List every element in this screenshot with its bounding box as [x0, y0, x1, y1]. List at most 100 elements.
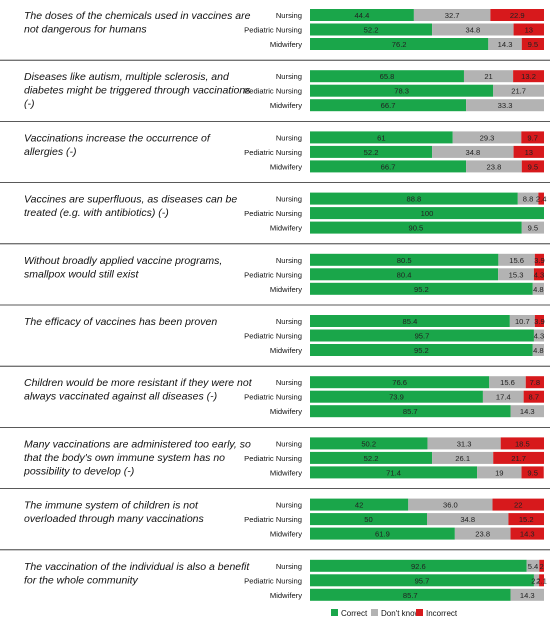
value-label: 15.2 — [519, 515, 534, 524]
bar-segment-don-t-know — [482, 390, 524, 403]
bar-segment-incorrect — [533, 268, 544, 281]
bar-segment-don-t-know — [466, 99, 544, 112]
group-label: Nursing — [276, 562, 302, 571]
bar-segment-don-t-know — [427, 513, 509, 526]
bar-segment-incorrect — [539, 574, 544, 587]
value-label: 3.9 — [534, 256, 545, 265]
bar-segment-don-t-know — [498, 268, 534, 281]
value-label: 4.8 — [533, 285, 544, 294]
value-label: 14.3 — [498, 40, 513, 49]
bar-segment-don-t-know — [517, 192, 539, 205]
group-label: Midwifery — [270, 224, 302, 233]
bar-segment-incorrect — [492, 498, 544, 511]
bar-segment-don-t-know — [532, 344, 544, 356]
value-label: 85.7 — [403, 407, 418, 416]
legend-swatch — [371, 609, 378, 616]
statement-text-line: treated (e.g. with antibiotics) (-) — [24, 207, 169, 219]
bar-segment-incorrect — [490, 9, 544, 21]
statement-text-line: diabetes might be triggered through vacc… — [24, 85, 251, 97]
group-label: Nursing — [276, 133, 302, 142]
value-label: 9.5 — [528, 224, 539, 233]
value-label: 100 — [421, 209, 434, 218]
value-label: 52.2 — [364, 454, 379, 463]
value-label: 85.7 — [403, 591, 418, 600]
value-label: 42 — [355, 501, 363, 510]
value-label: 10.7 — [515, 317, 530, 326]
statement-text-line: (-) — [24, 98, 35, 110]
value-label: 13 — [525, 26, 533, 35]
value-label: 71.4 — [386, 468, 401, 477]
statement-text-line: allergies (-) — [24, 146, 77, 158]
group-label: Midwifery — [270, 101, 302, 110]
bar-segment-correct — [310, 131, 453, 144]
bar-segment-correct — [310, 145, 433, 158]
bar-segment-correct — [310, 588, 511, 601]
group-label: Midwifery — [270, 162, 302, 171]
value-label: 34.8 — [465, 26, 480, 35]
group-label: Nursing — [276, 195, 302, 204]
value-label: 9.7 — [527, 133, 538, 142]
legend-swatch — [416, 609, 423, 616]
value-label: 85.4 — [403, 317, 418, 326]
bar-segment-incorrect — [539, 559, 544, 572]
group-label: Nursing — [276, 72, 302, 81]
bar-segment-don-t-know — [466, 160, 522, 173]
value-label: 18.5 — [515, 439, 530, 448]
group-label: Nursing — [276, 501, 302, 510]
value-label: 3.9 — [534, 317, 545, 326]
bar-segment-don-t-know — [493, 84, 544, 97]
value-label: 66.7 — [381, 101, 396, 110]
value-label: 32.7 — [445, 11, 460, 20]
value-label: 65.8 — [380, 72, 395, 81]
group-label: Pediatric Nursing — [244, 26, 302, 35]
bar-segment-correct — [310, 84, 494, 97]
bar-segment-don-t-know — [452, 131, 522, 144]
value-label: 61.9 — [375, 530, 390, 539]
bar-segment-correct — [310, 207, 544, 220]
legend-label: Correct — [341, 609, 368, 618]
group-label: Pediatric Nursing — [244, 393, 302, 402]
value-label: 88.8 — [407, 195, 422, 204]
bar-segment-don-t-know — [498, 253, 535, 266]
value-label: 13.2 — [521, 72, 536, 81]
bar-segment-correct — [310, 437, 428, 450]
legend-label: Incorrect — [426, 609, 458, 618]
value-label: 76.2 — [392, 40, 407, 49]
bar-segment-don-t-know — [463, 70, 514, 83]
bar-segment-incorrect — [525, 376, 544, 389]
value-label: 80.5 — [397, 256, 412, 265]
bar-segment-correct — [310, 574, 534, 587]
group-label: Midwifery — [270, 468, 302, 477]
bar-segment-correct — [310, 23, 433, 36]
value-label: 7.8 — [530, 378, 541, 387]
bar-segment-incorrect — [521, 466, 544, 479]
value-label: 5.4 — [528, 562, 539, 571]
value-label: 14.3 — [520, 407, 535, 416]
group-label: Pediatric Nursing — [244, 332, 302, 341]
value-label: 95.2 — [414, 346, 429, 355]
value-label: 29.3 — [480, 133, 495, 142]
bar-segment-don-t-know — [432, 145, 514, 158]
bar-segment-don-t-know — [427, 437, 501, 450]
bar-segment-correct — [310, 192, 518, 205]
value-label: 80.4 — [397, 270, 412, 279]
statement-text-line: Vaccinations increase the occurrence of — [24, 132, 211, 144]
value-label: 66.7 — [381, 162, 396, 171]
value-label: 8.8 — [523, 195, 534, 204]
value-label: 8.7 — [529, 393, 540, 402]
statement-text-line: Many vaccinations are administered too e… — [24, 438, 251, 450]
value-label: 2.4 — [536, 195, 547, 204]
bar-segment-don-t-know — [454, 527, 511, 540]
group-label: Pediatric Nursing — [244, 87, 302, 96]
group-label: Pediatric Nursing — [244, 270, 302, 279]
bar-segment-incorrect — [493, 451, 544, 464]
group-label: Midwifery — [270, 530, 302, 539]
value-label: 95.2 — [414, 285, 429, 294]
value-label: 52.2 — [364, 26, 379, 35]
bar-segment-correct — [310, 513, 427, 526]
value-label: 23.8 — [487, 162, 502, 171]
group-label: Nursing — [276, 378, 302, 387]
bar-segment-correct — [310, 451, 433, 464]
bar-segment-correct — [310, 405, 511, 418]
